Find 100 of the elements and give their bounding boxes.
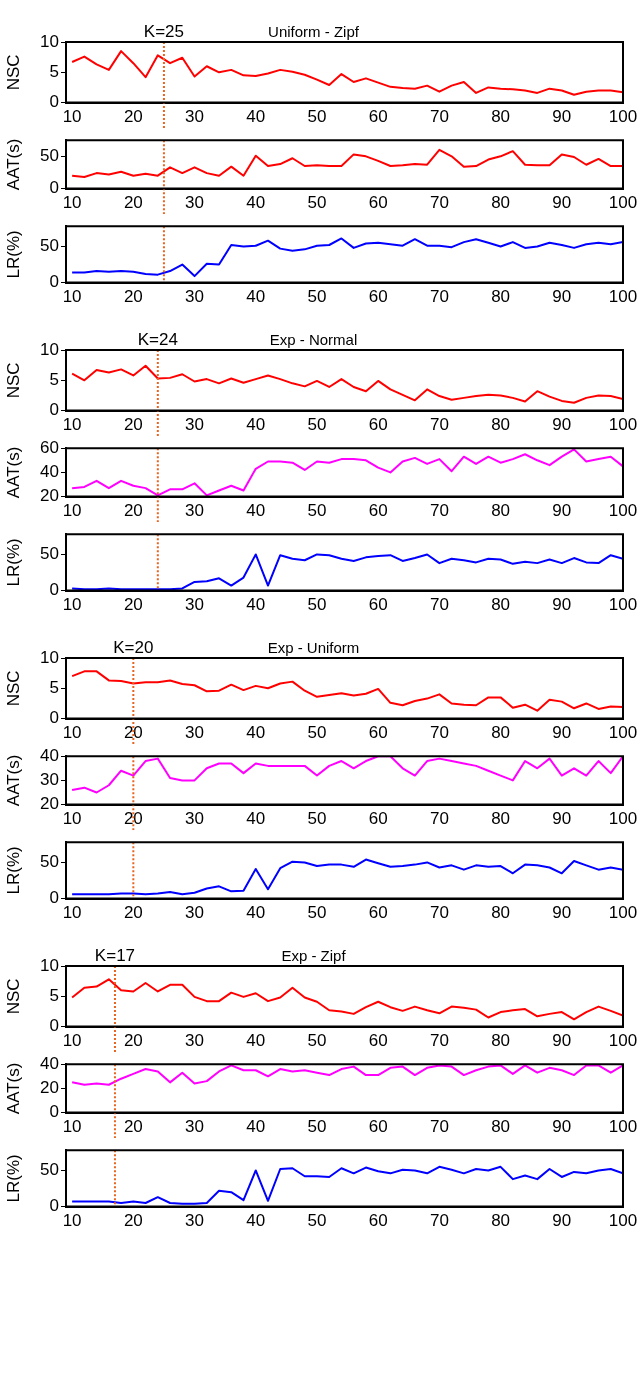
x-tick-label: 70 (429, 1211, 449, 1231)
y-axis-title: NSC (3, 54, 23, 91)
x-tick-label: 20 (123, 1031, 143, 1051)
y-tick-label: 20 (40, 1078, 59, 1098)
y-axis-title: LR(%) (3, 538, 23, 587)
ref-line-label: K=17 (94, 946, 136, 966)
x-tick-label: 30 (185, 809, 204, 829)
x-tick-label: 30 (185, 1117, 204, 1137)
y-tick-label: 50 (40, 1160, 59, 1180)
x-tick-label: 30 (185, 107, 204, 127)
x-tick-label: 40 (246, 193, 266, 213)
chart-title: Exp - Normal (269, 331, 358, 349)
x-tick-label: 30 (185, 1211, 204, 1231)
y-tick-label: 40 (40, 745, 59, 765)
x-tick-label: 40 (246, 1117, 266, 1137)
x-tick-label: 20 (123, 287, 143, 307)
y-tick-label: 10 (40, 339, 59, 359)
x-tick-label: 90 (552, 809, 572, 829)
x-tick-label: 90 (552, 723, 572, 743)
x-tick-label: 50 (307, 501, 327, 521)
x-tick-label: 50 (307, 903, 327, 923)
x-tick-label: 70 (429, 193, 449, 213)
x-tick-label: 50 (307, 415, 327, 435)
y-axis-title: AAT(s) (3, 138, 23, 191)
y-tick-label: 0 (49, 400, 59, 420)
y-axis-title: NSC (3, 362, 23, 399)
x-tick-label: 40 (246, 1211, 266, 1231)
y-tick-label: 50 (40, 544, 59, 564)
x-tick-label: 100 (608, 287, 638, 307)
x-tick-label: 70 (429, 287, 449, 307)
x-tick-label: 50 (307, 1211, 327, 1231)
x-tick-label: 70 (429, 595, 449, 615)
x-tick-label: 90 (552, 107, 572, 127)
x-tick-label: 50 (307, 595, 327, 615)
y-tick-label: 0 (49, 92, 59, 112)
x-tick-label: 40 (246, 415, 266, 435)
x-tick-label: 60 (368, 809, 388, 829)
x-tick-label: 90 (552, 501, 572, 521)
x-tick-label: 30 (185, 287, 204, 307)
x-tick-label: 10 (62, 809, 82, 829)
x-tick-label: 60 (368, 1211, 388, 1231)
x-tick-label: 70 (429, 501, 449, 521)
x-tick-label: 60 (368, 903, 388, 923)
x-tick-label: 100 (608, 1031, 638, 1051)
x-tick-label: 20 (123, 809, 143, 829)
y-tick-label: 10 (40, 955, 59, 975)
x-tick-label: 70 (429, 723, 449, 743)
x-tick-label: 30 (185, 501, 204, 521)
x-tick-label: 60 (368, 1031, 388, 1051)
x-tick-label: 10 (62, 287, 82, 307)
x-tick-label: 90 (552, 1031, 572, 1051)
x-tick-label: 80 (491, 1117, 511, 1137)
x-tick-label: 40 (246, 1031, 266, 1051)
y-tick-label: 0 (49, 1016, 59, 1036)
x-tick-label: 100 (608, 1117, 638, 1137)
x-tick-label: 80 (491, 1211, 511, 1231)
x-tick-label: 100 (608, 415, 638, 435)
x-tick-label: 70 (429, 809, 449, 829)
x-tick-label: 30 (185, 1031, 204, 1051)
y-tick-label: 0 (49, 272, 59, 292)
ref-line-label: K=24 (137, 330, 178, 350)
x-tick-label: 10 (62, 723, 82, 743)
x-tick-label: 80 (491, 107, 511, 127)
x-tick-label: 10 (62, 1211, 82, 1231)
x-tick-label: 100 (608, 903, 638, 923)
x-tick-label: 20 (123, 193, 143, 213)
y-axis-title: NSC (3, 670, 23, 707)
x-tick-label: 90 (552, 287, 572, 307)
x-tick-label: 60 (368, 415, 388, 435)
y-tick-label: 60 (40, 437, 59, 457)
x-tick-label: 50 (307, 287, 327, 307)
y-tick-label: 50 (40, 146, 59, 166)
x-tick-label: 20 (123, 415, 143, 435)
x-tick-label: 50 (307, 809, 327, 829)
y-tick-label: 5 (49, 61, 59, 81)
x-tick-label: 30 (185, 415, 204, 435)
x-tick-label: 60 (368, 287, 388, 307)
x-tick-label: 70 (429, 1031, 449, 1051)
y-axis-title: AAT(s) (3, 1062, 23, 1115)
x-tick-label: 100 (608, 809, 638, 829)
y-axis-title: LR(%) (3, 846, 23, 895)
y-axis-title: AAT(s) (3, 754, 23, 807)
y-tick-label: 5 (49, 369, 59, 389)
x-tick-label: 30 (185, 193, 204, 213)
y-tick-label: 30 (40, 770, 59, 790)
y-tick-label: 10 (40, 31, 59, 51)
x-tick-label: 50 (307, 1031, 327, 1051)
x-tick-label: 80 (491, 595, 511, 615)
x-tick-label: 40 (246, 723, 266, 743)
x-tick-label: 80 (491, 193, 511, 213)
x-tick-label: 20 (123, 595, 143, 615)
x-tick-label: 40 (246, 809, 266, 829)
x-tick-label: 90 (552, 193, 572, 213)
x-tick-label: 90 (552, 1211, 572, 1231)
y-tick-label: 0 (49, 708, 59, 728)
x-tick-label: 40 (246, 595, 266, 615)
y-axis-title: LR(%) (3, 230, 23, 279)
x-tick-label: 100 (608, 723, 638, 743)
y-axis-title: NSC (3, 978, 23, 1015)
x-tick-label: 20 (123, 107, 143, 127)
